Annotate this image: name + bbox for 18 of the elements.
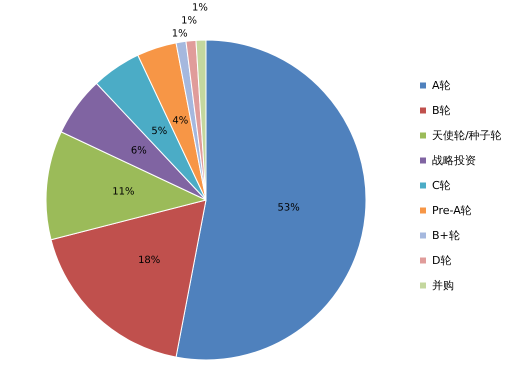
data-label: 4% xyxy=(172,116,188,127)
legend-label: A轮 xyxy=(432,79,451,92)
data-label: 1% xyxy=(192,2,208,14)
data-label: 18% xyxy=(138,255,160,266)
legend-label: Pre-A轮 xyxy=(432,204,472,217)
data-label: 6% xyxy=(130,146,147,157)
data-label: 5% xyxy=(151,126,168,137)
legend-label: 战略投资 xyxy=(432,154,476,167)
legend-label: C轮 xyxy=(432,179,451,192)
data-label: 11% xyxy=(112,186,134,198)
legend-label: 并购 xyxy=(432,279,454,292)
legend-label: B轮 xyxy=(432,104,451,117)
data-label: 1% xyxy=(181,15,197,26)
data-label: 53% xyxy=(278,202,300,214)
legend-label: 天使轮/种子轮 xyxy=(432,129,502,142)
data-label: 1% xyxy=(172,28,188,40)
legend-label: D轮 xyxy=(432,254,452,267)
legend-label: B+轮 xyxy=(432,229,460,242)
